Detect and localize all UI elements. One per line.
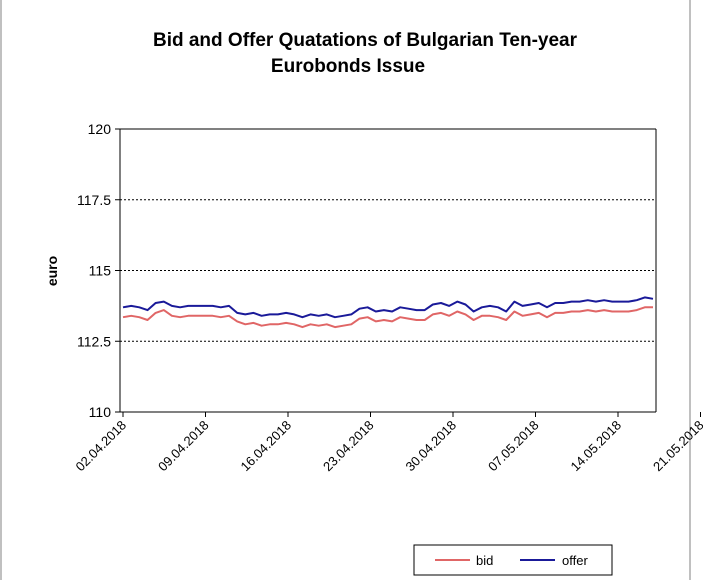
y-tick-label: 117.5 (77, 192, 111, 208)
series-line-bid (122, 306, 653, 329)
x-tick-label: 09.04.2018 (155, 418, 212, 475)
y-tick-label: 110 (89, 404, 112, 420)
legend: bid offer (413, 544, 613, 576)
x-tick-label: 14.05.2018 (567, 418, 624, 475)
legend-label-bid: bid (476, 553, 493, 568)
x-tick-label: 21.05.2018 (650, 418, 703, 475)
x-tick-label: 02.04.2018 (72, 418, 129, 475)
y-tick-label: 115 (89, 263, 112, 279)
x-tick-label: 16.04.2018 (237, 418, 294, 475)
chart-title-line-2: Eurobonds Issue (271, 56, 425, 77)
x-tick-label: 07.05.2018 (485, 418, 542, 475)
y-axis-label: euro (44, 256, 60, 286)
legend-label-offer: offer (562, 553, 588, 568)
y-tick-label: 120 (88, 121, 112, 137)
series-line-offer (122, 296, 654, 319)
y-tick-label: 112.5 (77, 333, 111, 349)
x-tick-label: 23.04.2018 (320, 418, 377, 475)
chart-title-line-1: Bid and Offer Quatations of Bulgarian Te… (153, 30, 578, 51)
x-tick-label: 30.04.2018 (402, 418, 459, 475)
